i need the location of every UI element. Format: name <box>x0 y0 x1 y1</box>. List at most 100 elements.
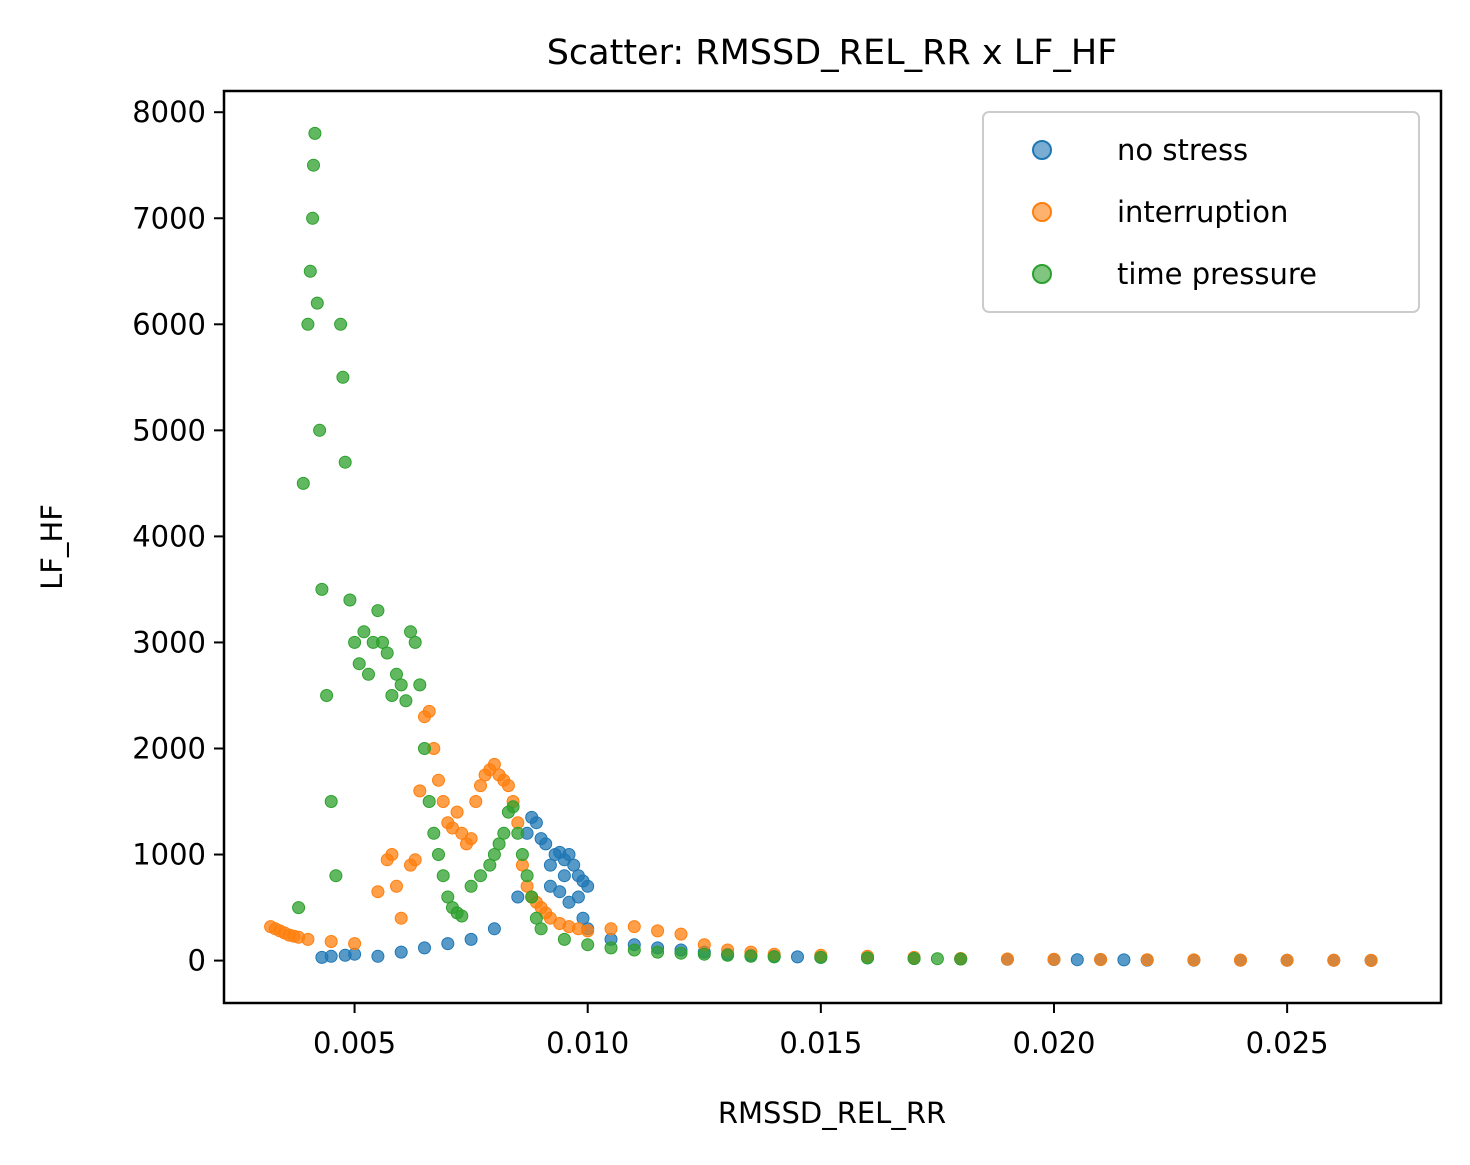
data-point <box>1117 953 1131 967</box>
x-tick-label: 0.025 <box>1246 1026 1329 1060</box>
data-point <box>320 689 334 702</box>
data-point <box>474 779 487 793</box>
y-axis-label: LF_HF <box>35 504 69 590</box>
data-point <box>306 211 320 225</box>
data-point <box>543 879 557 893</box>
data-point <box>371 885 385 899</box>
data-point <box>954 952 968 966</box>
data-point <box>1280 953 1294 967</box>
data-point <box>315 582 329 596</box>
legend-frame <box>982 111 1420 313</box>
legend-marker <box>1032 202 1052 222</box>
data-point <box>721 948 735 962</box>
x-tick-label: 0.015 <box>779 1026 862 1060</box>
data-point <box>334 317 348 331</box>
data-point <box>604 922 618 936</box>
data-point <box>474 869 487 883</box>
data-point <box>380 646 394 660</box>
data-point <box>1094 953 1108 966</box>
data-point <box>336 370 350 384</box>
data-point <box>371 604 385 618</box>
data-point <box>767 950 781 964</box>
data-point <box>464 832 478 846</box>
data-point <box>399 694 413 708</box>
data-point <box>432 848 445 861</box>
data-point <box>529 816 543 830</box>
data-point <box>1234 953 1247 967</box>
data-point <box>436 795 450 808</box>
data-point <box>329 869 343 883</box>
data-point <box>515 848 529 861</box>
data-point <box>511 890 525 904</box>
y-tick-label: 0 <box>188 944 206 978</box>
data-point <box>651 924 665 938</box>
legend-label: interruption <box>1117 195 1288 229</box>
data-point <box>408 635 422 649</box>
y-tick-label: 6000 <box>132 307 206 341</box>
chart-title: Scatter: RMSSD_REL_RR x LF_HF <box>547 33 1118 73</box>
data-point <box>455 909 469 923</box>
data-point <box>357 625 371 639</box>
y-tick-label: 2000 <box>132 731 206 765</box>
data-point <box>604 941 618 955</box>
data-point <box>394 911 408 925</box>
data-point <box>422 795 436 808</box>
x-tick-label: 0.005 <box>313 1026 396 1060</box>
data-point <box>529 911 543 925</box>
data-point <box>441 890 455 904</box>
data-point <box>674 927 688 941</box>
data-point <box>390 667 403 681</box>
data-point <box>501 779 515 793</box>
y-tick-label: 8000 <box>132 95 206 129</box>
data-point <box>930 952 944 966</box>
data-point <box>576 911 590 925</box>
data-point <box>303 264 317 278</box>
x-tick-label: 0.010 <box>546 1026 629 1060</box>
data-point <box>343 593 357 607</box>
data-point <box>581 924 595 938</box>
data-point <box>907 952 921 965</box>
y-axis: 0 1000 2000 3000 4000 5000 6000 7000 8000 <box>132 95 224 978</box>
data-point <box>1364 953 1378 967</box>
data-point <box>371 949 385 963</box>
data-point <box>483 858 497 872</box>
data-point <box>506 800 520 814</box>
data-point <box>557 869 571 883</box>
data-point <box>525 890 539 904</box>
data-point <box>1140 953 1154 967</box>
data-points <box>264 126 1378 967</box>
data-point <box>520 869 534 883</box>
data-point <box>418 941 431 955</box>
data-point <box>469 795 483 808</box>
data-point <box>1047 952 1061 966</box>
data-point <box>324 795 338 808</box>
data-point <box>307 158 320 172</box>
data-point <box>441 937 455 951</box>
data-point <box>394 945 408 959</box>
data-point <box>697 947 711 961</box>
data-point <box>385 848 399 861</box>
data-point <box>487 922 501 936</box>
data-point <box>404 625 417 639</box>
data-point <box>627 920 641 934</box>
data-point <box>413 784 427 798</box>
data-point <box>1000 952 1014 966</box>
data-point <box>376 635 389 649</box>
data-point <box>492 837 506 851</box>
y-tick-label: 5000 <box>132 413 206 447</box>
data-point <box>814 950 828 964</box>
data-point <box>296 476 310 490</box>
legend: no stress interruption time pressure <box>982 111 1420 313</box>
data-point <box>301 317 315 331</box>
data-point <box>1327 953 1341 967</box>
plot-area-frame <box>222 89 1443 1005</box>
data-point <box>464 932 478 946</box>
legend-marker <box>1032 264 1052 284</box>
data-point <box>348 937 362 951</box>
data-point <box>627 943 641 957</box>
data-point <box>385 689 399 702</box>
x-axis: 0.005 0.010 0.015 0.020 0.025 <box>313 1003 1329 1060</box>
data-point <box>390 879 403 893</box>
y-tick-label: 7000 <box>132 201 206 235</box>
